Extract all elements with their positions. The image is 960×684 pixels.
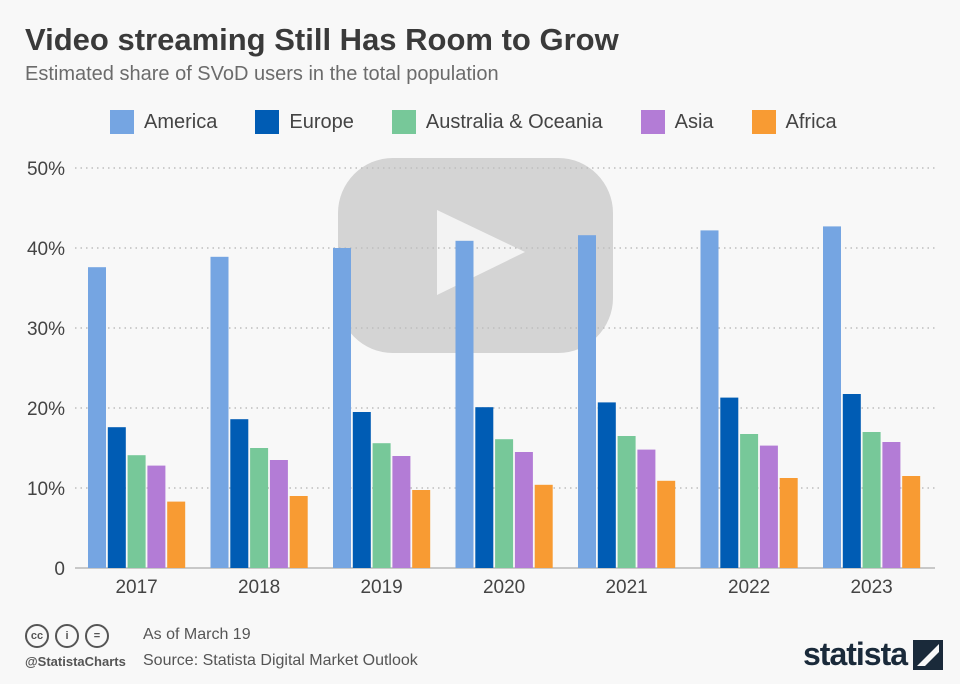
- bar-europe-2020: [475, 407, 494, 568]
- x-tick-label: 2023: [850, 577, 892, 598]
- x-tick-label: 2022: [728, 577, 770, 598]
- bar-africa-2018: [289, 496, 308, 568]
- bar-europe-2019: [352, 412, 371, 568]
- bar-asia-2021: [637, 449, 656, 568]
- source-note: Source: Statista Digital Market Outlook: [143, 652, 418, 669]
- bar-asia-2019: [392, 456, 411, 568]
- bar-america-2022: [700, 230, 719, 568]
- legend-item: Africa: [751, 110, 837, 134]
- legend-item: Europe: [255, 110, 354, 134]
- twitter-handle[interactable]: @StatistaCharts: [25, 654, 126, 669]
- bar-africa-2021: [657, 480, 676, 568]
- bar-australia-oceania-2017: [127, 455, 146, 568]
- legend-item: America: [110, 110, 217, 134]
- bar-europe-2018: [230, 419, 249, 568]
- bar-europe-2023: [842, 394, 861, 568]
- legend-label: America: [144, 110, 218, 133]
- bar-africa-2019: [412, 490, 431, 568]
- attribution-icon: i: [55, 624, 79, 648]
- bar-australia-oceania-2018: [250, 448, 269, 568]
- bar-australia-oceania-2021: [617, 436, 636, 568]
- bar-asia-2022: [759, 445, 778, 568]
- bar-africa-2020: [534, 484, 553, 568]
- legend-swatch: [255, 110, 280, 134]
- no-derivatives-icon: =: [85, 624, 109, 648]
- legend-swatch: [391, 110, 416, 134]
- legend-label: Asia: [674, 110, 714, 133]
- bar-asia-2018: [269, 460, 288, 568]
- bar-asia-2023: [882, 442, 901, 568]
- legend: America Europe Australia & Oceania Asia Afri…: [110, 110, 875, 134]
- bar-australia-oceania-2023: [862, 432, 881, 568]
- bar-africa-2017: [167, 501, 186, 568]
- legend-swatch: [110, 110, 134, 134]
- y-tick-label: 0: [54, 559, 65, 580]
- play-button-icon: [338, 158, 613, 353]
- bar-america-2018: [210, 256, 229, 568]
- y-tick-label: 40%: [27, 239, 65, 260]
- legend-label: Europe: [289, 110, 354, 133]
- x-tick-label: 2021: [605, 577, 647, 598]
- bar-asia-2020: [514, 452, 533, 568]
- bar-america-2017: [88, 267, 106, 568]
- x-tick-label: 2020: [483, 577, 525, 598]
- as-of-note: As of March 19: [143, 626, 251, 643]
- bar-america-2019: [333, 248, 351, 568]
- y-tick-label: 20%: [27, 399, 65, 420]
- statista-logo[interactable]: statista: [803, 636, 944, 673]
- bar-america-2021: [578, 235, 596, 568]
- creative-commons-icon: cc: [25, 624, 49, 648]
- legend-label: Australia & Oceania: [425, 110, 603, 133]
- y-tick-label: 10%: [27, 479, 65, 500]
- bar-asia-2017: [147, 465, 166, 568]
- legend-item: Asia: [640, 110, 714, 134]
- bar-europe-2017: [107, 427, 126, 568]
- bar-america-2020: [455, 240, 474, 569]
- logo-mark-icon: [913, 639, 944, 670]
- bar-africa-2022: [779, 478, 798, 568]
- legend-item: Australia & Oceania: [391, 110, 603, 134]
- bar-australia-oceania-2022: [740, 434, 759, 568]
- legend-label: Africa: [785, 110, 837, 133]
- legend-swatch: [640, 110, 665, 134]
- chart-subtitle: Estimated share of SVoD users in the tot…: [25, 63, 499, 85]
- bar-europe-2022: [720, 397, 739, 568]
- x-tick-label: 2018: [238, 577, 280, 598]
- y-tick-label: 30%: [27, 319, 65, 340]
- bar-australia-oceania-2020: [495, 439, 514, 568]
- logo-text: statista: [803, 636, 908, 672]
- legend-swatch: [751, 110, 776, 134]
- y-tick-label: 50%: [27, 159, 65, 180]
- chart-title: Video streaming Still Has Room to Grow: [25, 22, 619, 57]
- x-tick-label: 2017: [115, 577, 157, 598]
- license-icons: cc i =: [25, 624, 109, 648]
- bar-africa-2023: [902, 476, 921, 568]
- bar-europe-2021: [597, 402, 616, 568]
- bar-america-2023: [823, 226, 841, 568]
- x-tick-label: 2019: [360, 577, 402, 598]
- bar-australia-oceania-2019: [372, 443, 391, 568]
